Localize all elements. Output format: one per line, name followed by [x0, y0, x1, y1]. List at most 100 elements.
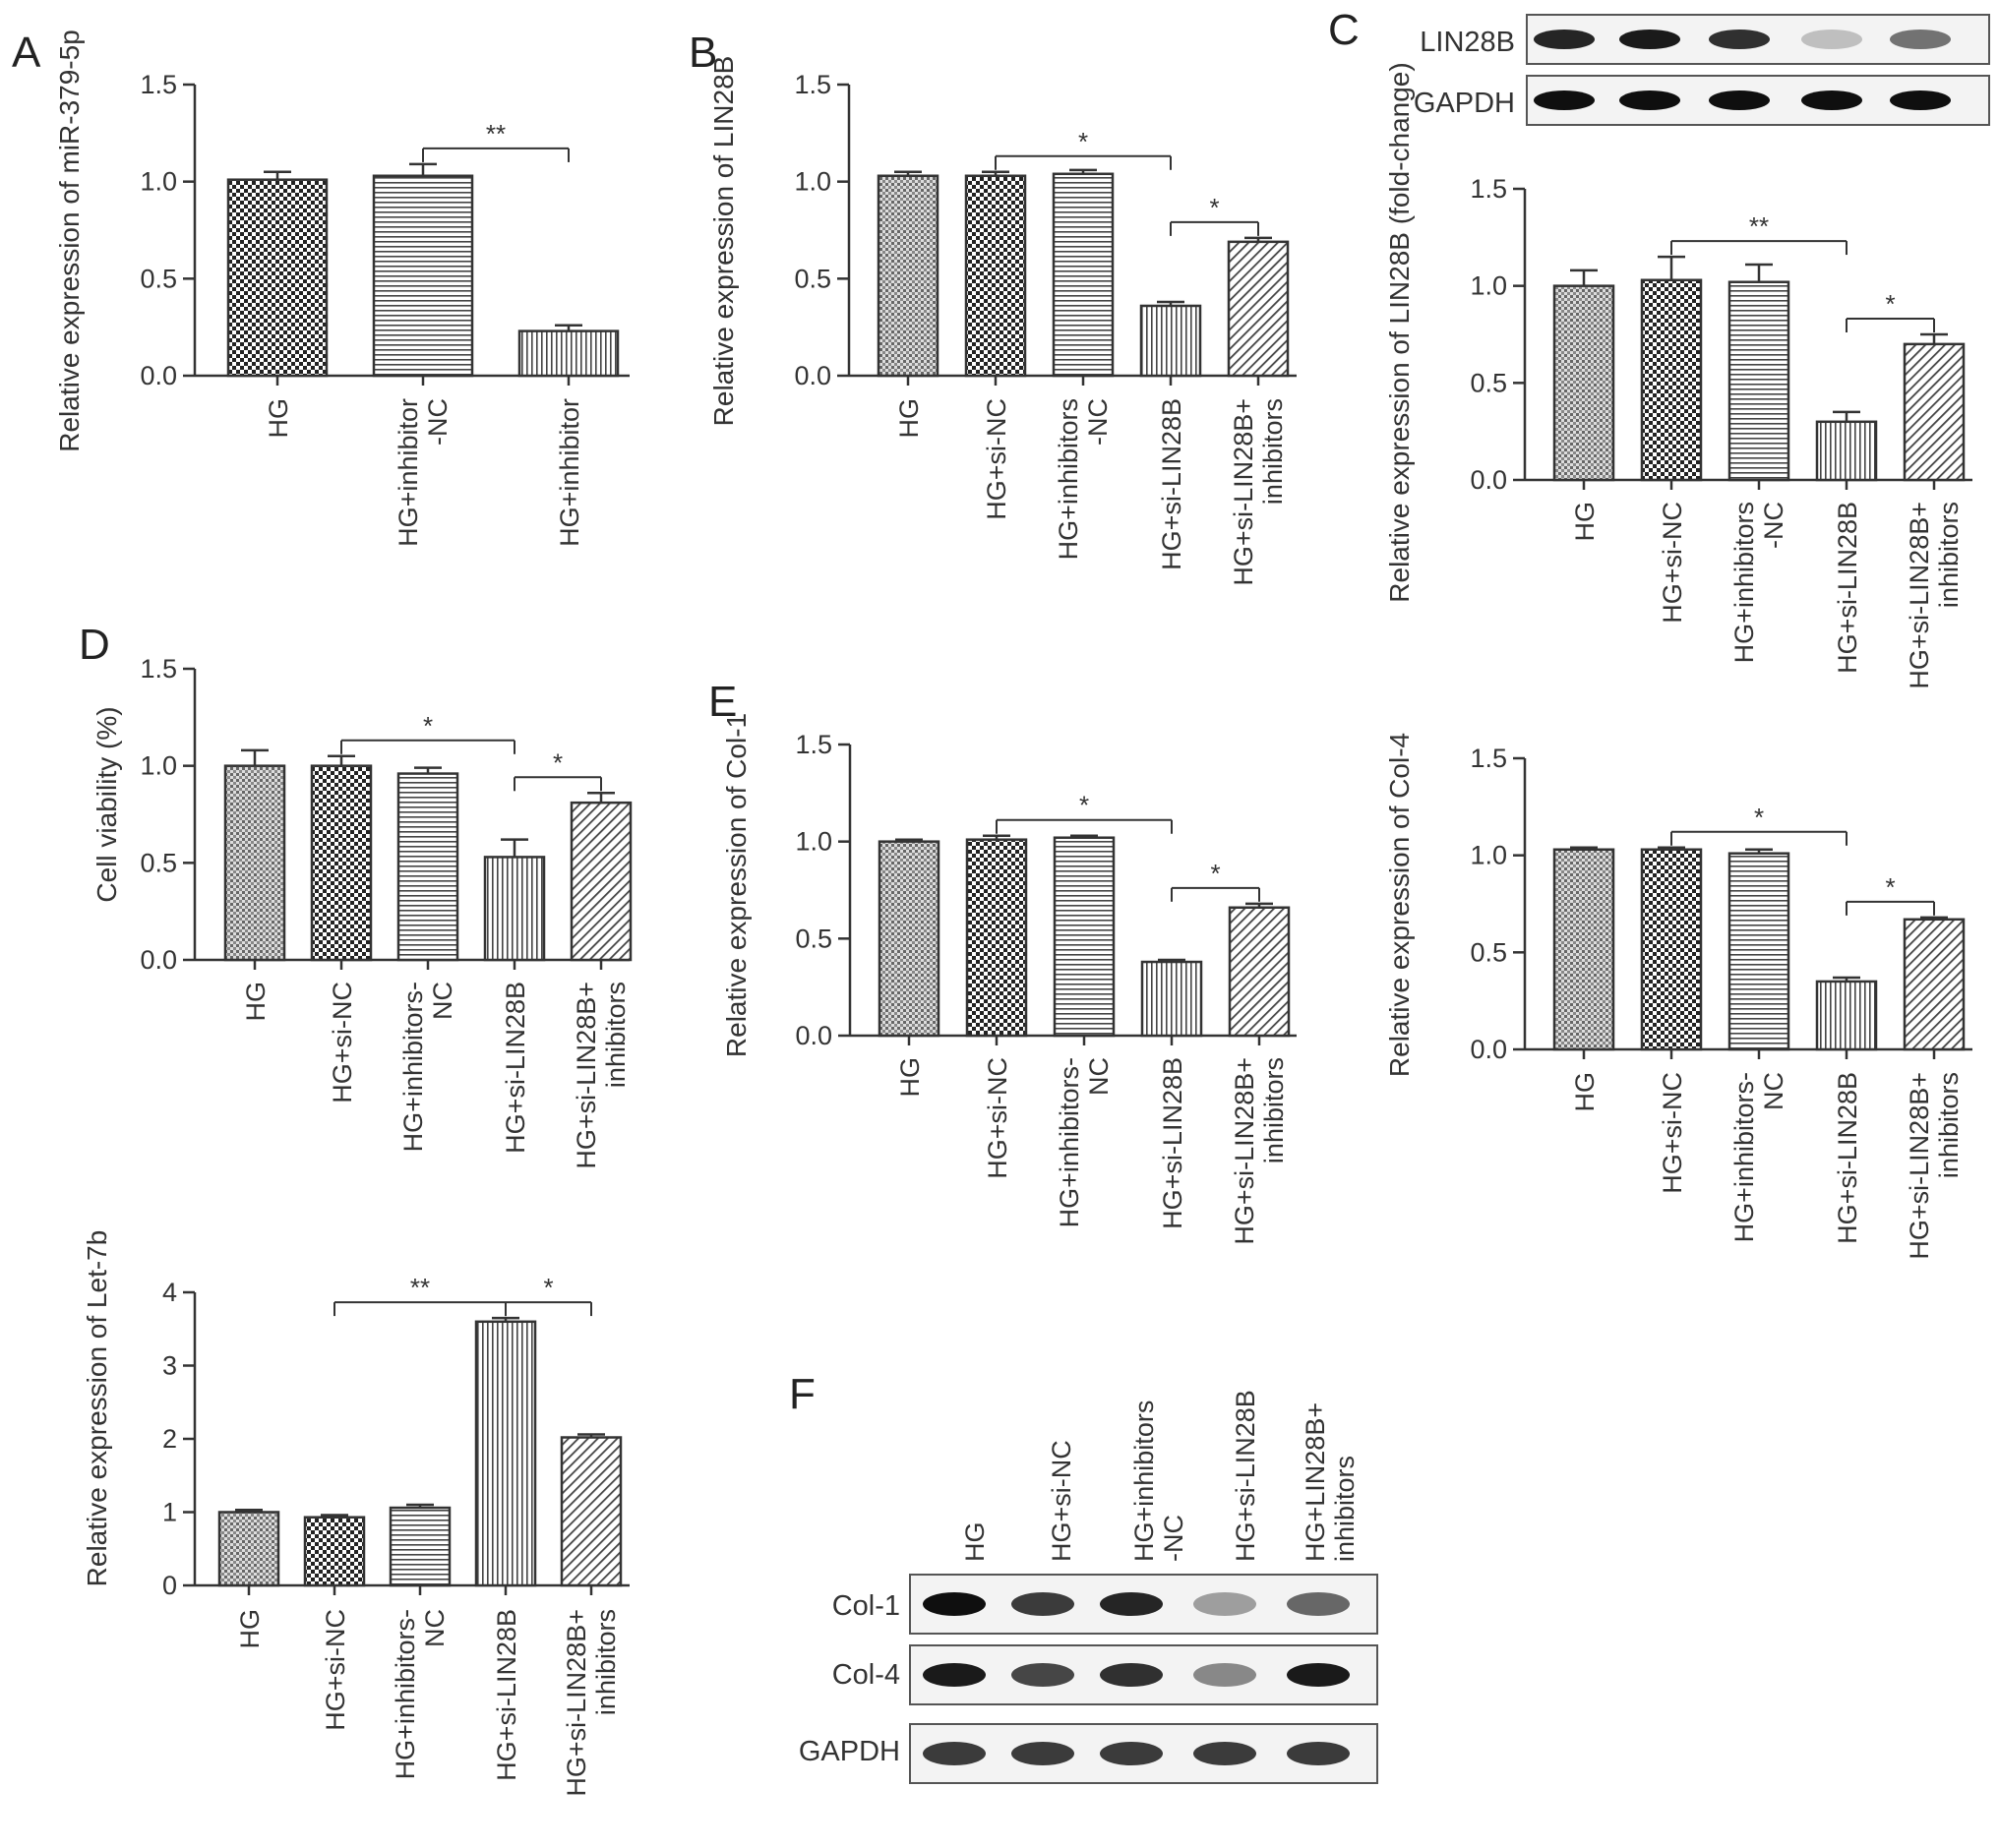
x-tick-label-line: HG+si-NC — [328, 982, 357, 1103]
panel-letter-a: A — [12, 29, 41, 77]
significance-label: * — [1079, 791, 1089, 820]
blot-band — [1193, 1742, 1256, 1765]
x-tick-label: HG+si-LIN28B — [1833, 502, 1862, 674]
x-tick-label-line: HG+inhibitor — [555, 398, 584, 547]
x-tick-label-line: HG+si-LIN28B — [1833, 1072, 1862, 1244]
blot-band — [1011, 1592, 1074, 1616]
blot-band — [1534, 90, 1595, 110]
blot-band — [1193, 1663, 1256, 1687]
x-tick-label-line: -NC — [423, 398, 453, 446]
bar — [483, 856, 546, 962]
y-tick-label: 0.5 — [140, 264, 177, 293]
x-tick-label: HG+si-LIN28B+inhibitors — [1905, 502, 1964, 689]
x-tick-label: HG+si-NC — [1658, 502, 1687, 624]
blot-f: HG HG+si-NC HG+inhibitors-NC HG+si-LIN28… — [799, 1390, 1378, 1784]
x-tick-label-line: NC — [1084, 1057, 1114, 1096]
x-tick-label-line: HG+si-LIN28B+ — [562, 1609, 591, 1797]
bar — [396, 772, 459, 962]
chart-a-ylabel: Relative expression of miR-379-5p — [54, 30, 85, 452]
chart-c-body: 0.00.51.01.5HG HG+si-NC HG+inhibitors-NC HG… — [1470, 174, 1972, 689]
x-tick-label-line: HG+si-LIN28B+ — [1230, 1057, 1259, 1245]
blot-f-lane-label-part: HG+inhibitors — [1129, 1401, 1159, 1562]
chart-let7b-body: 0 1 2 3 4 HG HG+si-NC HG+inhibitors-NC HG+si-LIN… — [162, 1273, 630, 1797]
y-tick-label: 1.5 — [1470, 744, 1507, 773]
y-tick-label: 0.0 — [140, 361, 177, 390]
y-tick-label: 4 — [162, 1278, 177, 1307]
x-tick-label-line: inhibitors — [1258, 398, 1288, 505]
x-tick-label: HG+si-LIN28B — [1833, 1072, 1862, 1244]
blot-f-lane-label: HG+inhibitors-NC — [1129, 1401, 1188, 1562]
blot-band — [1619, 90, 1680, 110]
bar — [1727, 280, 1790, 482]
y-tick-label: 1 — [162, 1498, 177, 1527]
blot-band — [1534, 30, 1595, 49]
x-tick-label-line: HG+inhibitors- — [391, 1609, 420, 1779]
x-tick-label-line: HG+inhibitors — [1729, 502, 1759, 663]
blot-band — [1890, 30, 1951, 49]
bar — [1053, 836, 1116, 1038]
chart-e-col4-ylabel: Relative expression of Col-4 — [1384, 733, 1415, 1077]
y-tick-label: 0.0 — [140, 945, 177, 975]
bar — [560, 1436, 623, 1587]
x-tick-label: HG — [1570, 502, 1600, 542]
x-tick-label: HG+si-LIN28B+inhibitors — [1229, 398, 1288, 586]
x-tick-label-line: HG — [241, 982, 271, 1022]
y-tick-label: 0.5 — [795, 924, 832, 953]
x-tick-label-line: HG+si-LIN28B+ — [572, 982, 601, 1169]
x-tick-label-line: HG+inhibitors- — [398, 982, 428, 1152]
bar — [223, 764, 286, 962]
x-tick-label: HG — [894, 398, 924, 439]
x-tick-label-line: inhibitors — [591, 1609, 621, 1715]
blot-band — [1100, 1742, 1163, 1765]
blot-f-row-label: Col-4 — [832, 1659, 900, 1691]
significance-label: * — [1209, 193, 1219, 222]
panel-letter-f: F — [789, 1370, 816, 1418]
bar — [1228, 906, 1291, 1038]
x-tick-label-line: inhibitors — [1259, 1057, 1289, 1163]
x-tick-label-line: HG — [235, 1609, 265, 1649]
x-tick-label-line: HG+si-LIN28B — [492, 1609, 521, 1781]
bar — [1815, 420, 1878, 482]
y-tick-label: 1.0 — [1470, 841, 1507, 870]
panel-letter-e: E — [708, 678, 737, 726]
x-tick-label-line: HG — [894, 398, 924, 439]
bar — [1139, 304, 1202, 378]
blot-band — [923, 1592, 986, 1616]
bar — [303, 1516, 366, 1587]
y-tick-label: 1.5 — [794, 70, 831, 99]
x-tick-label-line: inhibitors — [1934, 1072, 1964, 1178]
blot-f-lane-label: HG — [960, 1522, 990, 1563]
significance-label: * — [423, 711, 433, 741]
blot-f-lane-label-part: inhibitors — [1330, 1456, 1360, 1562]
y-tick-label: 1.0 — [795, 827, 832, 857]
significance-label: * — [1885, 289, 1895, 319]
x-tick-label: HG+si-LIN28B+inhibitors — [572, 982, 631, 1169]
x-tick-label-line: HG+inhibitors- — [1729, 1072, 1759, 1242]
bar — [1140, 960, 1203, 1038]
x-tick-label: HG+si-LIN28B+inhibitors — [562, 1609, 621, 1797]
blot-band — [1801, 90, 1862, 110]
x-tick-label: HG+inhibitor — [555, 398, 584, 547]
bar — [1727, 852, 1790, 1051]
y-tick-label: 0.0 — [1470, 1035, 1507, 1064]
x-tick-label-line: -NC — [1083, 398, 1113, 446]
x-tick-label-line: HG+si-NC — [982, 398, 1011, 520]
x-tick-label-line: HG+si-LIN28B+ — [1905, 502, 1934, 689]
significance-label: * — [543, 1273, 553, 1302]
x-tick-label-line: HG — [264, 398, 293, 439]
x-tick-label: HG — [241, 982, 271, 1022]
chart-e-col4-body: 0.00.51.01.5HG HG+si-NC HG+inhibitors-NC HG… — [1470, 744, 1972, 1260]
x-tick-label-line: HG — [1570, 502, 1600, 542]
x-tick-label: HG — [235, 1609, 265, 1649]
blot-f-lane-label: HG+si-NC — [1047, 1440, 1076, 1562]
x-tick-label-line: NC — [420, 1609, 450, 1647]
blot-band — [1287, 1663, 1350, 1687]
x-tick-label: HG+inhibitors-NC — [391, 1609, 450, 1779]
bar — [1227, 240, 1290, 378]
panel-letter-d: D — [79, 621, 110, 669]
blot-f-body — [909, 1574, 1378, 1784]
chart-let7b-ylabel: Relative expression of Let-7b — [82, 1230, 112, 1587]
bar — [1903, 342, 1966, 482]
blot-band — [1709, 30, 1770, 49]
bar — [1903, 918, 1966, 1051]
